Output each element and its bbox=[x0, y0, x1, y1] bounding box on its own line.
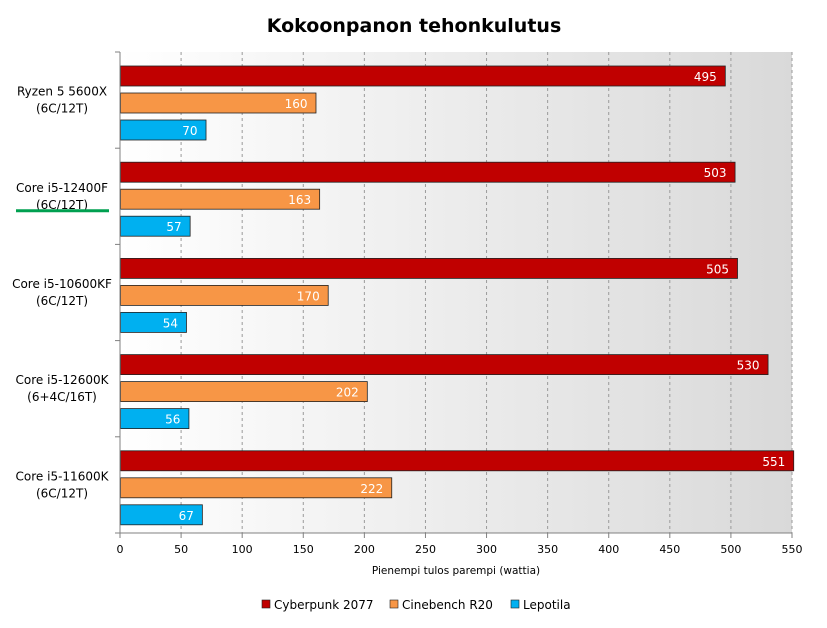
x-tick-label: 500 bbox=[720, 543, 741, 556]
data-label: 505 bbox=[706, 262, 729, 276]
bar bbox=[120, 450, 795, 472]
category-label: Core i5-12400F (6C/12T) bbox=[16, 181, 108, 212]
legend-swatch bbox=[389, 599, 399, 609]
data-label: 170 bbox=[297, 289, 320, 303]
x-tick-label: 550 bbox=[782, 543, 803, 556]
category-label: Ryzen 5 5600X (6C/12T) bbox=[17, 85, 107, 116]
data-label: 54 bbox=[163, 316, 178, 330]
x-tick-label: 150 bbox=[293, 543, 314, 556]
bar bbox=[120, 477, 393, 499]
category-label: Core i5-10600KF (6C/12T) bbox=[12, 277, 112, 308]
x-tick-label: 450 bbox=[659, 543, 680, 556]
data-label: 495 bbox=[694, 70, 717, 84]
chart-title: Kokoonpanon tehonkulutus bbox=[267, 15, 562, 37]
x-axis-title: Pienempi tulos parempi (wattia) bbox=[372, 565, 540, 577]
x-tick-label: 50 bbox=[174, 543, 188, 556]
bars: 495 160 70 503 163 57 505 170 54 530 202 56 551 222 67 bbox=[120, 65, 795, 526]
data-label: 67 bbox=[179, 509, 194, 523]
data-label: 222 bbox=[360, 482, 383, 496]
legend-label: Cyberpunk 2077 bbox=[274, 598, 374, 612]
category-label: Core i5-11600K (6C/12T) bbox=[16, 469, 110, 500]
legend: Cyberpunk 2077 Cinebench R20 Lepotila bbox=[261, 598, 571, 612]
bar bbox=[120, 354, 769, 376]
legend-swatch bbox=[510, 599, 520, 609]
data-label: 551 bbox=[762, 455, 785, 469]
x-tick-label: 100 bbox=[232, 543, 253, 556]
data-label: 70 bbox=[182, 124, 197, 138]
data-label: 57 bbox=[166, 220, 181, 234]
bar bbox=[120, 65, 726, 87]
bar bbox=[120, 161, 736, 183]
legend-label: Lepotila bbox=[523, 598, 571, 612]
bar bbox=[120, 381, 368, 403]
data-label: 202 bbox=[336, 386, 359, 400]
legend-label: Cinebench R20 bbox=[402, 598, 493, 612]
x-tick-label: 350 bbox=[537, 543, 558, 556]
category-label: Core i5-12600K (6+4C/16T) bbox=[16, 373, 110, 404]
x-tick-label: 300 bbox=[476, 543, 497, 556]
category-labels: Ryzen 5 5600X (6C/12T) Core i5-12400F (6C/1… bbox=[12, 85, 112, 501]
data-label: 163 bbox=[288, 193, 311, 207]
data-label: 503 bbox=[704, 166, 727, 180]
data-label: 530 bbox=[737, 359, 760, 373]
x-tick-label: 400 bbox=[598, 543, 619, 556]
axes bbox=[115, 51, 793, 538]
x-tick-label: 0 bbox=[117, 543, 124, 556]
x-tick-labels: 0 50 100 150 200 250 300 350 400 450 500 550 bbox=[117, 543, 803, 556]
x-tick-label: 200 bbox=[354, 543, 375, 556]
data-label: 160 bbox=[285, 97, 308, 111]
data-label: 56 bbox=[165, 413, 180, 427]
x-tick-label: 250 bbox=[415, 543, 436, 556]
legend-swatch bbox=[261, 599, 271, 609]
bar bbox=[120, 257, 738, 279]
